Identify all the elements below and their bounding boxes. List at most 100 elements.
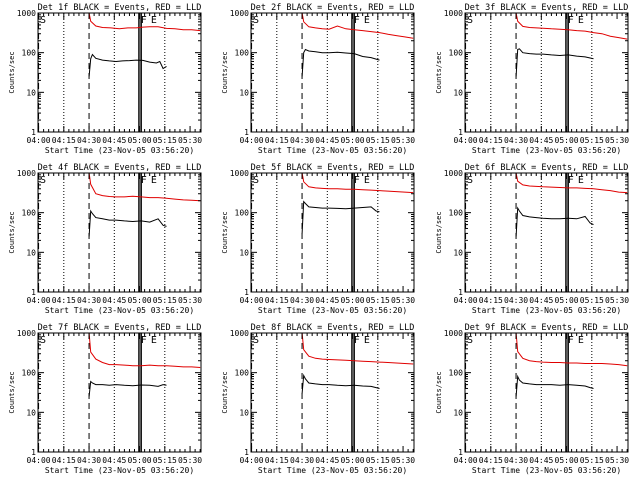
marker-label-f: F xyxy=(354,335,360,346)
x-axis-label: Start Time (23-Nov-05 03:56:20) xyxy=(258,146,407,155)
y-axis-label: Counts/sec xyxy=(8,371,16,413)
panel-title: Det 2f BLACK = Events, RED = LLD xyxy=(251,3,415,13)
x-tick-label: 05:30 xyxy=(605,296,629,305)
x-tick-label: 04:30 xyxy=(290,136,314,145)
marker-label-s: S xyxy=(467,335,473,346)
marker-label-s: S xyxy=(40,175,46,186)
lld-series-line xyxy=(515,13,628,40)
marker-label-f: F xyxy=(354,175,360,186)
plot-frame xyxy=(250,12,415,133)
x-tick-label: 05:30 xyxy=(178,456,202,465)
events-series-line xyxy=(515,206,594,237)
x-axis-label: Start Time (23-Nov-05 03:56:20) xyxy=(472,146,621,155)
x-tick-label: 04:15 xyxy=(265,136,289,145)
x-tick-label: 05:15 xyxy=(580,136,604,145)
marker-label-e: E xyxy=(151,335,157,346)
x-tick-label: 04:45 xyxy=(315,456,339,465)
y-tick-label: 10 xyxy=(26,248,36,257)
plot-frame xyxy=(464,172,629,293)
x-tick-label: 05:00 xyxy=(555,296,579,305)
y-tick-label: 1000 xyxy=(444,169,463,178)
x-tick-label: 05:15 xyxy=(366,456,390,465)
marker-label-f: F xyxy=(568,175,574,186)
x-tick-label: 05:15 xyxy=(580,456,604,465)
y-tick-label: 1 xyxy=(31,288,36,297)
panel-det-9: Det 9f BLACK = Events, RED = LLD S F E 1 10 10… xyxy=(435,323,629,475)
x-tick-label: 05:00 xyxy=(128,136,152,145)
y-tick-label: 1000 xyxy=(230,329,249,338)
y-tick-label: 1000 xyxy=(444,9,463,18)
x-tick-label: 05:30 xyxy=(391,456,415,465)
lld-series-line xyxy=(88,333,201,368)
y-axis-label: Counts/sec xyxy=(435,211,443,253)
x-tick-label: 04:30 xyxy=(77,296,101,305)
plot-frame xyxy=(37,332,202,453)
y-tick-label: 1 xyxy=(458,448,463,457)
marker-label-e: E xyxy=(578,335,584,346)
x-tick-label: 05:30 xyxy=(391,296,415,305)
y-tick-label: 100 xyxy=(235,209,250,218)
y-axis-label: Counts/sec xyxy=(221,211,229,253)
y-tick-label: 100 xyxy=(449,369,464,378)
y-axis-label: Counts/sec xyxy=(221,51,229,93)
x-tick-label: 04:30 xyxy=(290,456,314,465)
y-tick-label: 10 xyxy=(453,408,463,417)
marker-label-s: S xyxy=(253,175,259,186)
x-tick-label: 05:00 xyxy=(341,456,365,465)
panel-title: Det 1f BLACK = Events, RED = LLD xyxy=(38,3,202,13)
x-tick-label: 04:00 xyxy=(240,136,264,145)
x-tick-label: 05:30 xyxy=(391,136,415,145)
x-tick-label: 04:00 xyxy=(27,456,51,465)
marker-label-f: F xyxy=(141,335,147,346)
marker-label-e: E xyxy=(578,175,584,186)
y-tick-label: 10 xyxy=(26,88,36,97)
x-tick-label: 05:00 xyxy=(128,456,152,465)
x-tick-label: 05:15 xyxy=(153,136,177,145)
events-series-line xyxy=(301,373,380,394)
x-tick-label: 04:15 xyxy=(479,296,503,305)
marker-label-f: F xyxy=(568,15,574,26)
x-tick-label: 04:45 xyxy=(102,456,126,465)
panel-det-4: Det 4f BLACK = Events, RED = LLD S F E 1 10 10… xyxy=(8,163,202,315)
y-tick-label: 10 xyxy=(239,248,249,257)
x-axis-label: Start Time (23-Nov-05 03:56:20) xyxy=(45,466,194,475)
x-tick-label: 04:15 xyxy=(52,136,76,145)
panel-det-2: Det 2f BLACK = Events, RED = LLD S F E 1 10 10… xyxy=(221,3,415,155)
y-tick-label: 100 xyxy=(235,49,250,58)
x-tick-label: 05:30 xyxy=(605,136,629,145)
panel-title: Det 3f BLACK = Events, RED = LLD xyxy=(465,3,629,13)
y-tick-label: 1 xyxy=(244,288,249,297)
x-tick-label: 04:30 xyxy=(77,136,101,145)
x-tick-label: 04:00 xyxy=(454,456,478,465)
x-tick-label: 04:15 xyxy=(52,296,76,305)
plot-frame xyxy=(250,332,415,453)
y-tick-label: 100 xyxy=(449,209,464,218)
x-tick-label: 04:30 xyxy=(504,456,528,465)
y-tick-label: 10 xyxy=(239,88,249,97)
y-tick-label: 1 xyxy=(31,128,36,137)
y-tick-label: 1 xyxy=(244,128,249,137)
marker-label-e: E xyxy=(364,335,370,346)
x-axis-label: Start Time (23-Nov-05 03:56:20) xyxy=(45,146,194,155)
x-tick-label: 04:30 xyxy=(504,136,528,145)
x-tick-label: 04:00 xyxy=(27,136,51,145)
y-tick-label: 1000 xyxy=(230,169,249,178)
y-tick-label: 10 xyxy=(239,408,249,417)
marker-label-e: E xyxy=(364,175,370,186)
x-tick-label: 04:45 xyxy=(102,296,126,305)
x-tick-label: 04:45 xyxy=(315,136,339,145)
panel-title: Det 6f BLACK = Events, RED = LLD xyxy=(465,163,629,173)
x-tick-label: 04:45 xyxy=(529,456,553,465)
panel-title: Det 7f BLACK = Events, RED = LLD xyxy=(38,323,202,333)
y-tick-label: 1000 xyxy=(17,9,36,18)
panel-title: Det 9f BLACK = Events, RED = LLD xyxy=(465,323,629,333)
marker-label-f: F xyxy=(568,335,574,346)
x-tick-label: 05:15 xyxy=(153,456,177,465)
y-tick-label: 1000 xyxy=(17,329,36,338)
lld-series-line xyxy=(88,173,201,202)
x-tick-label: 04:15 xyxy=(52,456,76,465)
x-tick-label: 05:15 xyxy=(366,136,390,145)
lld-series-line xyxy=(515,173,628,194)
x-axis-label: Start Time (23-Nov-05 03:56:20) xyxy=(258,466,407,475)
